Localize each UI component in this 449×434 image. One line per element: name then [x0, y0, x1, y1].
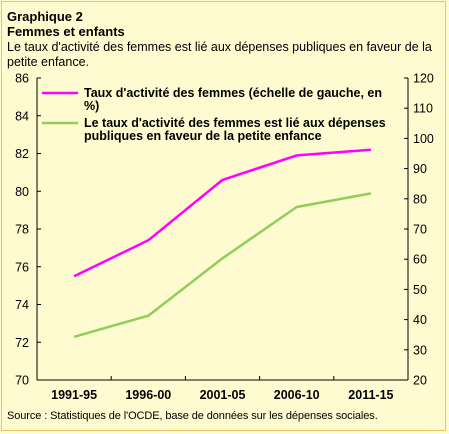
left-tick-label: 76 — [15, 260, 29, 274]
legend-label-2: Le taux d'activité des femmes est lié au… — [84, 116, 386, 130]
chart-kicker: Graphique 2 — [7, 9, 83, 24]
x-tick-label: 1996-00 — [125, 388, 171, 402]
x-tick-label: 2001-05 — [200, 388, 246, 402]
right-tick-label: 100 — [413, 132, 434, 146]
legend-label-1: %) — [84, 99, 99, 113]
right-tick-label: 120 — [413, 72, 434, 86]
x-tick-label: 2011-15 — [348, 388, 393, 402]
series-line-2 — [73, 192, 372, 339]
x-tick-label: 2006-10 — [274, 388, 320, 402]
left-tick-label: 72 — [15, 336, 29, 350]
left-tick-label: 84 — [15, 109, 29, 123]
left-tick-label: 74 — [15, 298, 29, 312]
right-tick-label: 50 — [413, 283, 427, 297]
right-tick-label: 110 — [413, 102, 433, 116]
right-tick-label: 80 — [413, 192, 427, 206]
series-line-1 — [73, 148, 371, 278]
legend-label-2: publiques en faveur de la petite enfance — [84, 129, 322, 143]
right-tick-label: 20 — [413, 374, 427, 388]
x-tick-label: 1991-95 — [51, 388, 97, 402]
chart-title: Femmes et enfants — [7, 24, 125, 39]
left-tick-label: 78 — [15, 223, 29, 237]
left-tick-label: 82 — [15, 147, 29, 161]
source-note: Source : Statistiques de l'OCDE, base de… — [7, 410, 378, 422]
right-tick-label: 60 — [413, 253, 427, 267]
right-tick-label: 70 — [413, 223, 427, 237]
chart-subtitle: Le taux d'activité des femmes est lié au… — [7, 40, 432, 69]
legend-label-1: Taux d'activité des femmes (échelle de g… — [84, 86, 382, 100]
right-tick-label: 40 — [413, 313, 427, 327]
left-tick-label: 70 — [15, 374, 29, 388]
right-tick-label: 90 — [413, 162, 427, 176]
right-tick-label: 30 — [413, 343, 427, 357]
left-tick-label: 86 — [15, 72, 29, 86]
left-tick-label: 80 — [15, 185, 29, 199]
